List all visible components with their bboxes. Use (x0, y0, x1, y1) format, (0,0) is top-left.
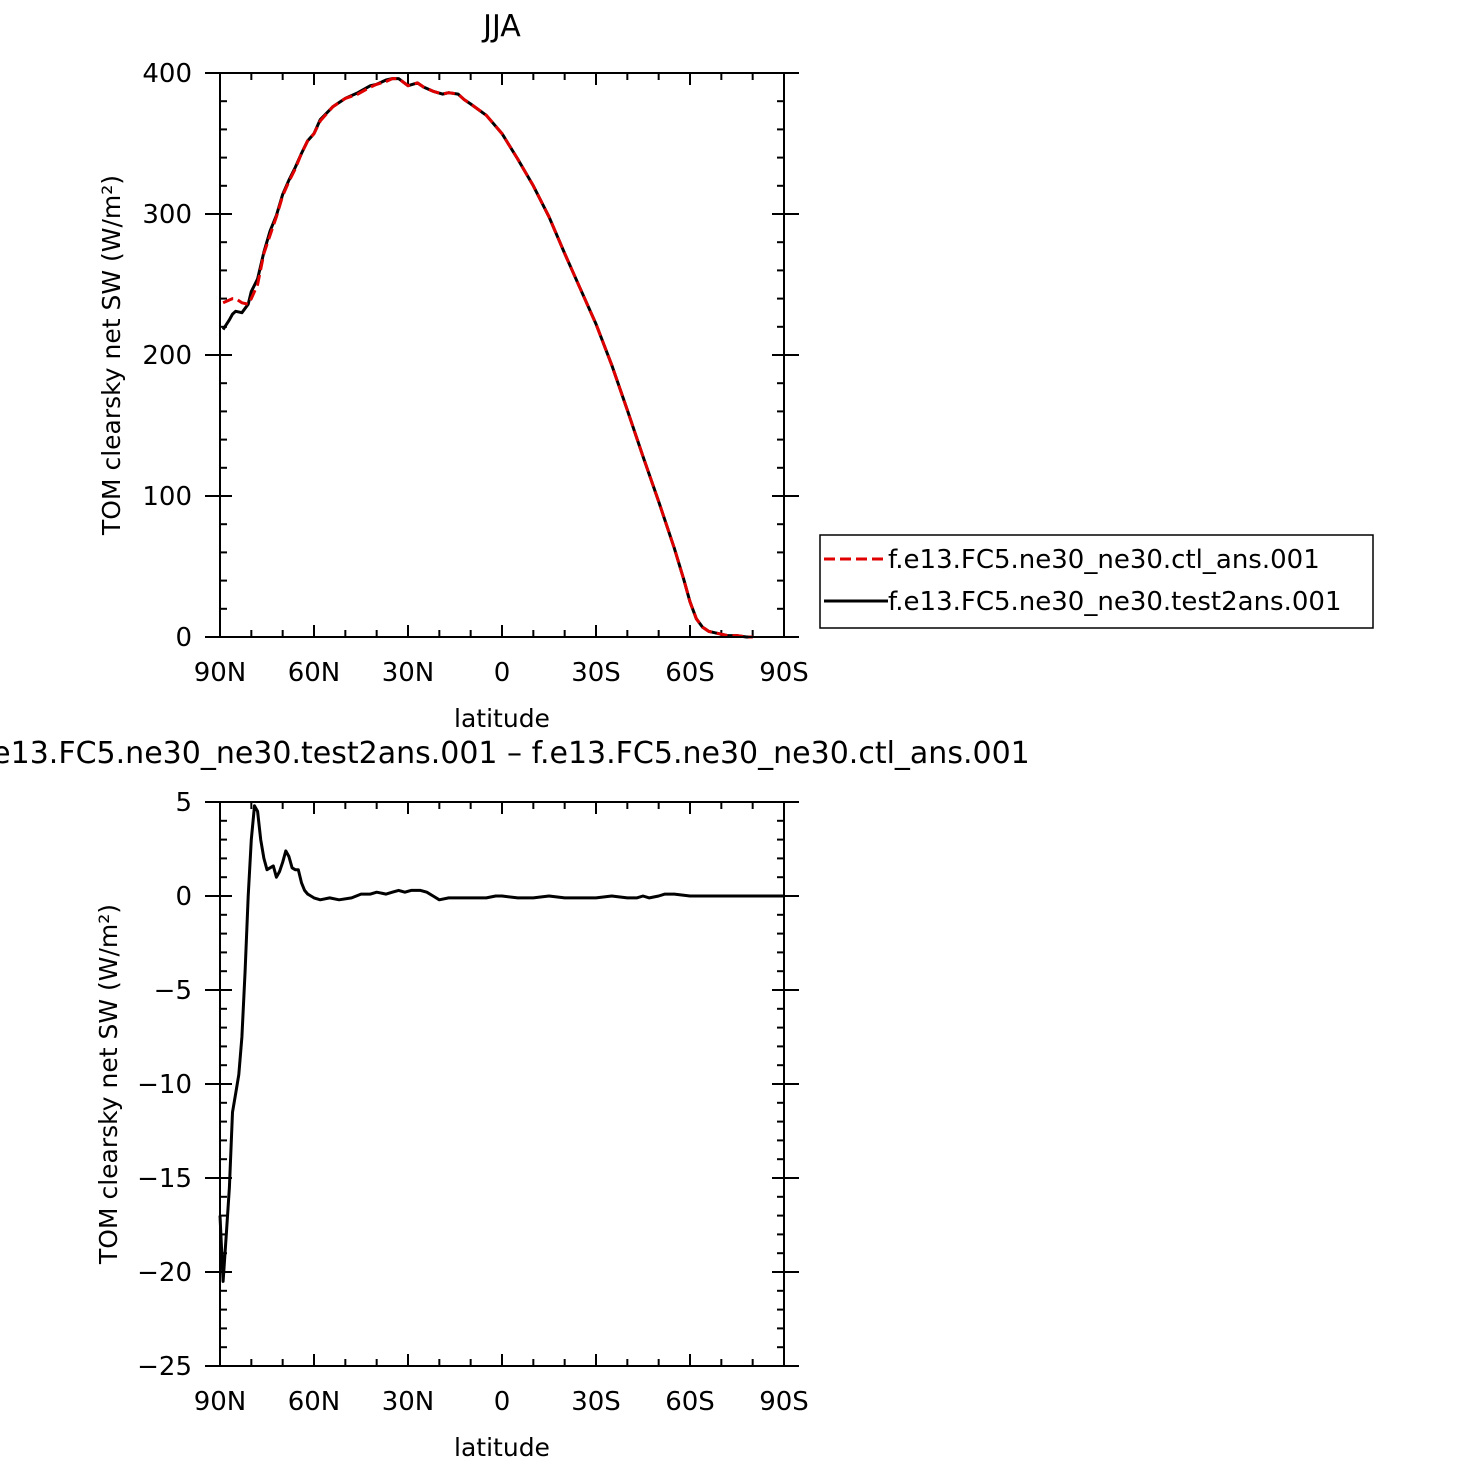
bottom-y-tick-label: −5 (154, 976, 192, 1006)
top-x-tick-label: 60S (665, 658, 715, 688)
bottom-x-tick-label: 60S (665, 1387, 715, 1417)
top-y-tick-label: 0 (175, 623, 192, 653)
bottom-y-tick-label: −10 (137, 1070, 192, 1100)
bottom-x-tick-label: 30S (571, 1387, 621, 1417)
bottom-x-tick-label: 90N (194, 1387, 247, 1417)
bottom-panel: f.e13.FC5.ne30_ne30.test2ans.001 – f.e13… (0, 736, 1030, 1462)
bottom-y-tick-label: −15 (137, 1164, 192, 1194)
legend-label-test: f.e13.FC5.ne30_ne30.test2ans.001 (888, 587, 1342, 617)
bottom-x-axis-title: latitude (454, 1433, 550, 1462)
top-x-tick-label: 30N (382, 658, 435, 688)
legend-box (819, 534, 1374, 629)
bottom-plot-frame (219, 801, 785, 1367)
top-plot-frame (219, 72, 785, 638)
top-panel: JJA 90N 60N 30N 0 30S 60S 90S 0 100 200 300 400 lat… (97, 9, 809, 733)
bottom-x-tick-label: 0 (494, 1387, 511, 1417)
top-y-tick-label: 100 (142, 482, 192, 512)
top-x-tick-label: 0 (494, 658, 511, 688)
top-x-axis-title: latitude (454, 704, 550, 733)
top-y-axis-title: TOM clearsky net SW (W/m²) (97, 175, 126, 536)
bottom-tick-marks (205, 801, 799, 1367)
top-series-line-0 (222, 77, 753, 639)
top-y-tick-label: 200 (142, 341, 192, 371)
legend: f.e13.FC5.ne30_ne30.ctl_ans.001 f.e13.FC… (819, 534, 1374, 629)
bottom-y-axis-title: TOM clearsky net SW (W/m²) (94, 904, 123, 1265)
bottom-y-tick-label: 0 (175, 882, 192, 912)
top-tick-marks (205, 72, 799, 638)
top-x-tick-label: 60N (288, 658, 341, 688)
top-y-tick-label: 400 (142, 59, 192, 89)
top-chart-title: JJA (481, 9, 521, 44)
bottom-x-tick-label: 30N (382, 1387, 435, 1417)
top-series-line-1 (221, 77, 753, 639)
top-y-tick-label: 300 (142, 200, 192, 230)
bottom-x-tick-label: 60N (288, 1387, 341, 1417)
bottom-series-line-0 (218, 804, 784, 1283)
legend-label-ctl: f.e13.FC5.ne30_ne30.ctl_ans.001 (888, 545, 1320, 575)
bottom-x-tick-label: 90S (759, 1387, 809, 1417)
bottom-y-tick-label: −20 (137, 1258, 192, 1288)
top-x-tick-label: 30S (571, 658, 621, 688)
bottom-chart-title: f.e13.FC5.ne30_ne30.test2ans.001 – f.e13… (0, 736, 1030, 771)
bottom-y-tick-label: −25 (137, 1352, 192, 1382)
bottom-y-tick-label: 5 (175, 788, 192, 818)
top-x-tick-label: 90N (194, 658, 247, 688)
top-x-tick-label: 90S (759, 658, 809, 688)
